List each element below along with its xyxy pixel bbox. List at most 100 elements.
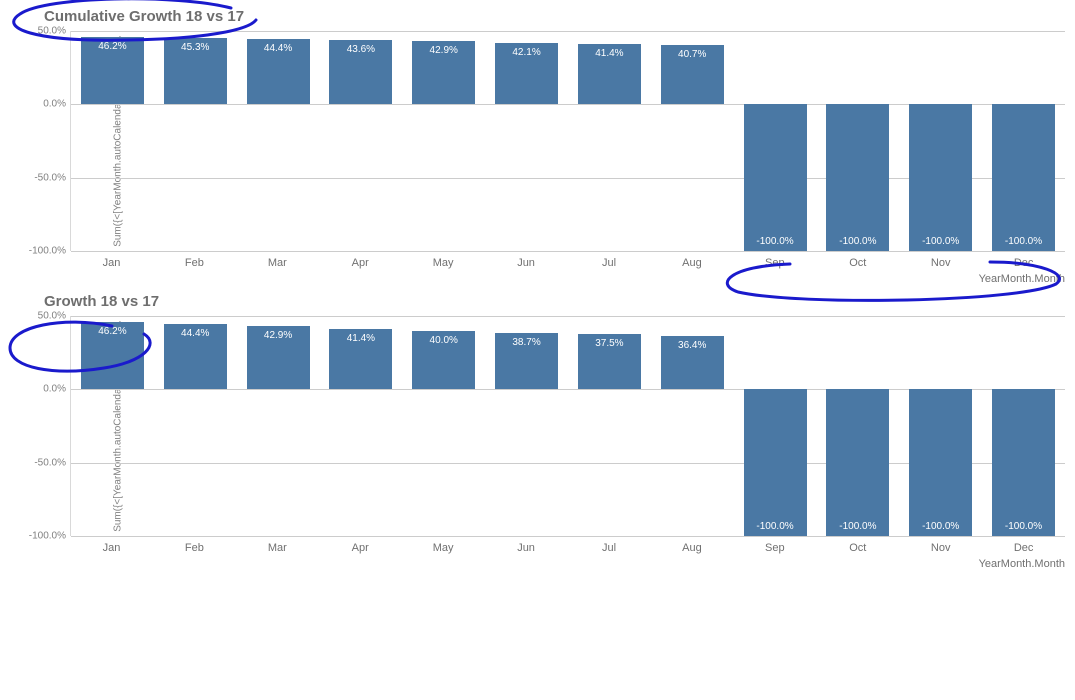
bar-value-label: 41.4% xyxy=(347,333,375,344)
x-tick-label: Jun xyxy=(485,542,568,554)
x-tick-label: Sep xyxy=(733,542,816,554)
x-tick-label: May xyxy=(402,257,485,269)
bar[interactable]: 44.4% xyxy=(247,39,310,104)
bar-slot: 40.0% xyxy=(402,316,485,536)
bar[interactable]: 41.4% xyxy=(578,44,641,105)
x-tick-label: Apr xyxy=(319,542,402,554)
bar[interactable]: -100.0% xyxy=(826,104,889,251)
bar-value-label: -100.0% xyxy=(756,236,793,247)
bar[interactable]: 41.4% xyxy=(329,329,392,390)
x-tick-label: Feb xyxy=(153,257,236,269)
bar[interactable]: 43.6% xyxy=(329,40,392,104)
bar-value-label: 46.2% xyxy=(98,41,126,52)
bar-value-label: -100.0% xyxy=(922,521,959,532)
bar-slot: -100.0% xyxy=(982,316,1065,536)
x-tick-label: Jan xyxy=(70,542,153,554)
bar-slot: 45.3% xyxy=(154,31,237,251)
x-axis: JanFebMarAprMayJunJulAugSepOctNovDec xyxy=(70,251,1065,269)
bar-slot: -100.0% xyxy=(816,31,899,251)
chart-panel-cumulative: Cumulative Growth 18 vs 17Sum({<[YearMon… xyxy=(0,0,1075,285)
bar-slot: 42.1% xyxy=(485,31,568,251)
x-axis-title: YearMonth.Month xyxy=(0,558,1065,570)
bar-value-label: 42.1% xyxy=(512,47,540,58)
bar[interactable]: -100.0% xyxy=(992,104,1055,251)
x-tick-label: Apr xyxy=(319,257,402,269)
bar[interactable]: -100.0% xyxy=(744,389,807,536)
chart-title: Growth 18 vs 17 xyxy=(0,285,1075,316)
bar-slot: 41.4% xyxy=(319,316,402,536)
bar[interactable]: -100.0% xyxy=(992,389,1055,536)
bar[interactable]: 46.2% xyxy=(81,37,144,105)
x-tick-label: Oct xyxy=(816,542,899,554)
y-tick-label: -100.0% xyxy=(29,246,66,257)
x-tick-label: Mar xyxy=(236,542,319,554)
bar-value-label: -100.0% xyxy=(756,521,793,532)
bar-value-label: 43.6% xyxy=(347,44,375,55)
bar-value-label: -100.0% xyxy=(1005,521,1042,532)
x-axis: JanFebMarAprMayJunJulAugSepOctNovDec xyxy=(70,536,1065,554)
bar-value-label: 40.0% xyxy=(430,335,458,346)
x-tick-label: Jan xyxy=(70,257,153,269)
bar-value-label: 36.4% xyxy=(678,340,706,351)
bar[interactable]: 37.5% xyxy=(578,334,641,389)
y-tick-label: 0.0% xyxy=(43,384,66,395)
chart-title: Cumulative Growth 18 vs 17 xyxy=(0,0,1075,31)
x-tick-label: Mar xyxy=(236,257,319,269)
bar[interactable]: -100.0% xyxy=(909,104,972,251)
plot-area: 46.2% 44.4% 42.9% 41.4% 40.0% 38.7% 37.5% 36.4%… xyxy=(70,316,1065,536)
bars-container: 46.2% 45.3% 44.4% 43.6% 42.9% 42.1% 41.4% 40.7%… xyxy=(71,31,1065,251)
bar-slot: -100.0% xyxy=(982,31,1065,251)
x-tick-label: Dec xyxy=(982,257,1065,269)
bar-slot: 46.2% xyxy=(71,31,154,251)
x-tick-label: Nov xyxy=(899,542,982,554)
y-tick-label: -50.0% xyxy=(34,172,66,183)
x-tick-label: Sep xyxy=(733,257,816,269)
bar[interactable]: 44.4% xyxy=(164,324,227,389)
bar[interactable]: 42.9% xyxy=(412,41,475,104)
x-tick-label: Dec xyxy=(982,542,1065,554)
bar[interactable]: 42.9% xyxy=(247,326,310,389)
plot-area: 46.2% 45.3% 44.4% 43.6% 42.9% 42.1% 41.4% 40.7%… xyxy=(70,31,1065,251)
bar-value-label: 44.4% xyxy=(181,328,209,339)
bar-value-label: 45.3% xyxy=(181,42,209,53)
y-tick-label: 0.0% xyxy=(43,99,66,110)
bar-slot: -100.0% xyxy=(899,316,982,536)
bar[interactable]: 42.1% xyxy=(495,43,558,105)
bar-slot: 41.4% xyxy=(568,31,651,251)
bar[interactable]: 40.0% xyxy=(412,331,475,390)
x-tick-label: Jul xyxy=(568,542,651,554)
x-tick-label: Nov xyxy=(899,257,982,269)
bar[interactable]: -100.0% xyxy=(909,389,972,536)
bar[interactable]: -100.0% xyxy=(744,104,807,251)
bar-value-label: 41.4% xyxy=(595,48,623,59)
bar[interactable]: -100.0% xyxy=(826,389,889,536)
bar-slot: -100.0% xyxy=(899,31,982,251)
y-tick-label: 50.0% xyxy=(38,26,66,37)
bar[interactable]: 40.7% xyxy=(661,45,724,105)
bar-value-label: 44.4% xyxy=(264,43,292,54)
bar-value-label: 40.7% xyxy=(678,49,706,60)
bar[interactable]: 38.7% xyxy=(495,333,558,390)
y-tick-label: 50.0% xyxy=(38,311,66,322)
x-axis-title: YearMonth.Month xyxy=(0,273,1065,285)
bar-slot: 37.5% xyxy=(568,316,651,536)
bar[interactable]: 36.4% xyxy=(661,336,724,389)
y-tick-label: -50.0% xyxy=(34,457,66,468)
bar-value-label: -100.0% xyxy=(839,236,876,247)
bar-slot: 46.2% xyxy=(71,316,154,536)
bar-value-label: 42.9% xyxy=(430,45,458,56)
chart-area: Sum({<[YearMonth.autoCalendar.Year] = {'… xyxy=(70,31,1065,251)
bar-value-label: 42.9% xyxy=(264,330,292,341)
y-tick-label: -100.0% xyxy=(29,531,66,542)
bar-slot: 42.9% xyxy=(237,316,320,536)
bar-slot: 40.7% xyxy=(651,31,734,251)
x-tick-label: May xyxy=(402,542,485,554)
y-axis: -100.0%-50.0%0.0%50.0% xyxy=(30,31,70,251)
bar-slot: 36.4% xyxy=(651,316,734,536)
bar[interactable]: 46.2% xyxy=(81,322,144,390)
chart-panel-growth: Growth 18 vs 17Sum({<[YearMonth.autoCale… xyxy=(0,285,1075,570)
bar-slot: -100.0% xyxy=(816,316,899,536)
x-tick-label: Oct xyxy=(816,257,899,269)
bar-slot: 44.4% xyxy=(237,31,320,251)
bar[interactable]: 45.3% xyxy=(164,38,227,104)
